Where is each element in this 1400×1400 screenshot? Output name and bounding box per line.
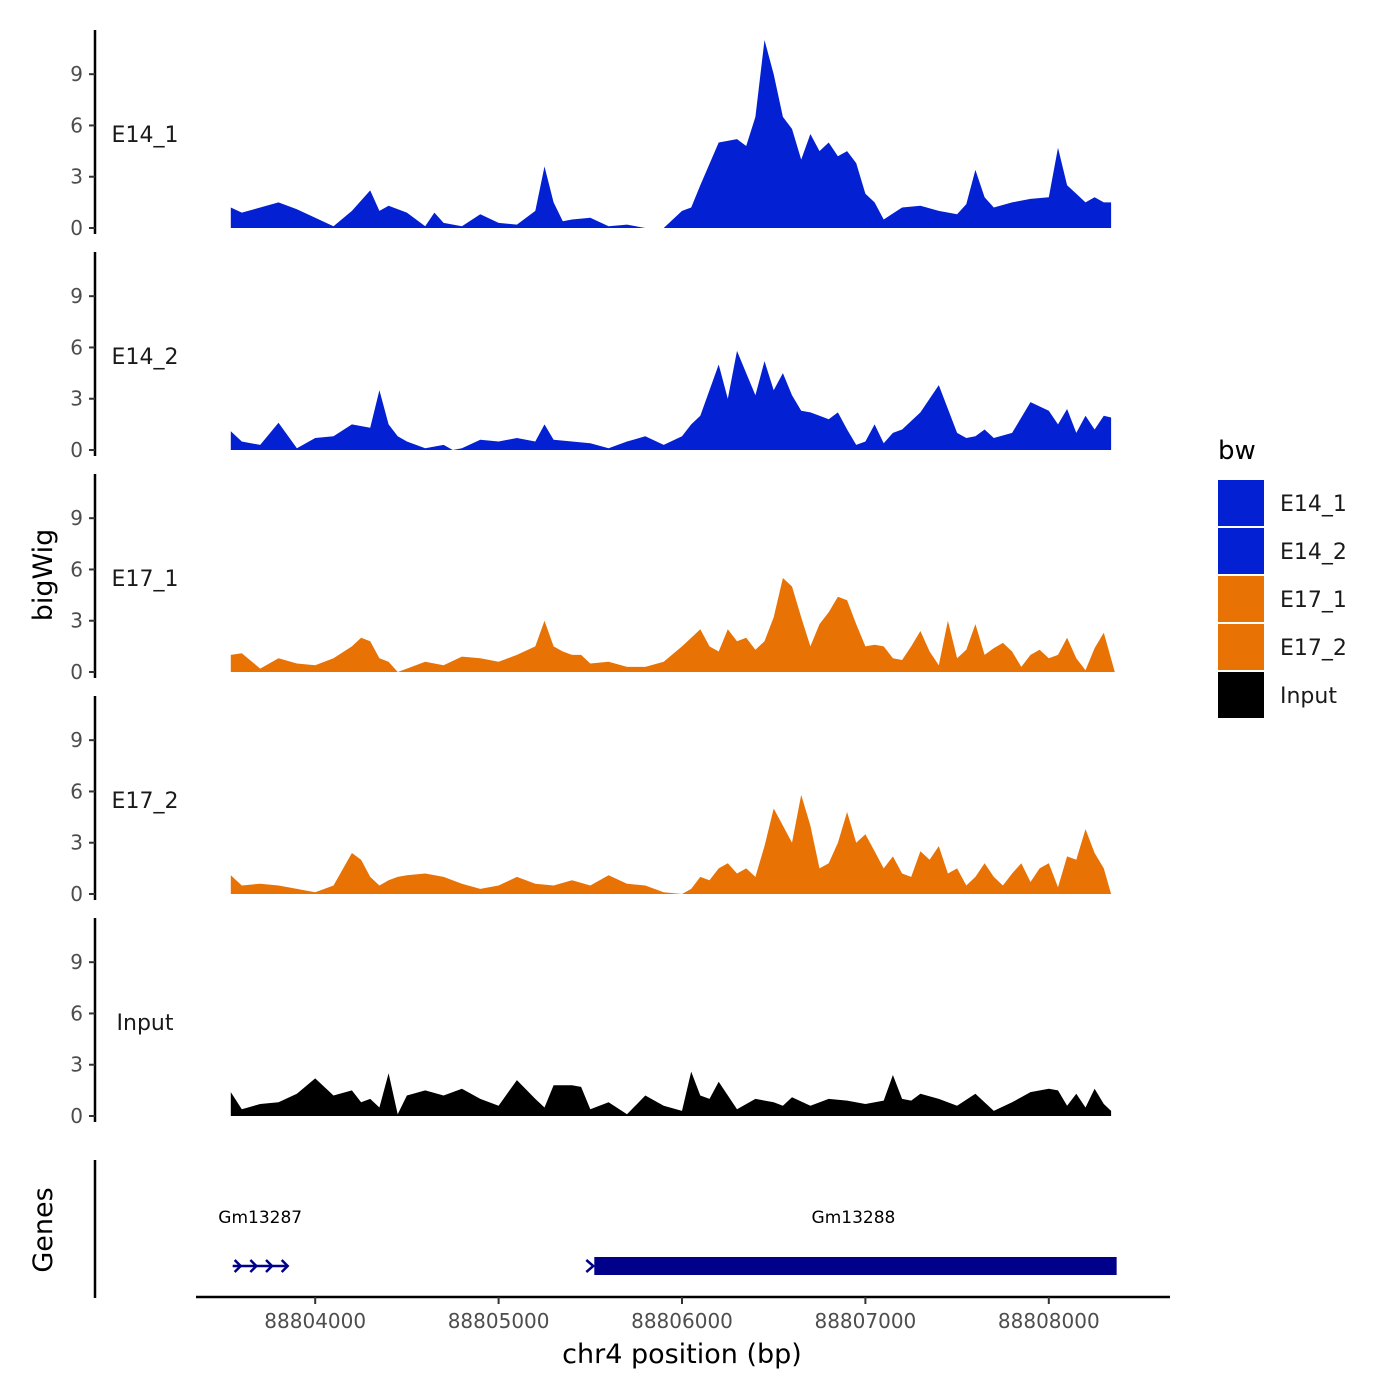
y-tick-label: 0 — [70, 660, 83, 684]
y-tick-label: 3 — [70, 165, 83, 189]
strand-arrow — [249, 1259, 259, 1273]
coverage-area-E17_1 — [230, 578, 1115, 672]
track-label: E14_2 — [112, 345, 179, 370]
y-axis-title: bigWig — [28, 529, 59, 622]
y-tick-label: 9 — [70, 728, 83, 752]
genes-axis-title: Genes — [28, 1187, 59, 1272]
legend-swatch — [1218, 672, 1264, 718]
genes-layer: Gm13287 Gm13288 — [93, 1160, 1117, 1298]
x-axis-title: chr4 position (bp) — [562, 1339, 802, 1370]
y-tick-label: 6 — [70, 779, 83, 803]
strand-arrow — [265, 1259, 274, 1273]
y-tick-label: 6 — [70, 113, 83, 137]
gene-body — [594, 1257, 1117, 1275]
track-label: E17_2 — [112, 789, 179, 814]
legend: bw E14_1 E14_2 E17_1 E17_2 Input — [1218, 436, 1347, 718]
legend-label: E14_1 — [1280, 492, 1347, 517]
x-tick-label: 88807000 — [814, 1309, 916, 1333]
gene-Gm13288: Gm13288 — [585, 1208, 1117, 1275]
legend-label: E17_2 — [1280, 636, 1347, 661]
track-E17_2: 0 3 6 9 E17_2 — [70, 696, 1112, 906]
y-tick-label: 9 — [70, 284, 83, 308]
y-tick-label: 0 — [70, 216, 83, 240]
coverage-area-Input — [230, 1071, 1112, 1116]
legend-swatch — [1218, 576, 1264, 622]
y-tick-label: 9 — [70, 950, 83, 974]
legend-swatch — [1218, 528, 1264, 574]
legend-swatch — [1218, 624, 1264, 670]
track-E14_1: 0 3 6 9 E14_1 — [70, 30, 1112, 240]
legend-label: Input — [1280, 684, 1337, 709]
legend-label: E17_1 — [1280, 588, 1347, 613]
x-axis: 88804000 88805000 88806000 88807000 88808000 — [196, 1295, 1170, 1333]
y-tick-label: 3 — [70, 831, 83, 855]
y-tick-label: 0 — [70, 882, 83, 906]
legend-title: bw — [1218, 436, 1256, 466]
y-tick-label: 6 — [70, 335, 83, 359]
gene-Gm13287: Gm13287 — [218, 1208, 302, 1273]
x-tick-label: 88808000 — [998, 1309, 1100, 1333]
x-tick-label: 88804000 — [264, 1309, 366, 1333]
coverage-area-E17_2 — [230, 794, 1112, 894]
gene-label: Gm13287 — [218, 1208, 302, 1228]
y-tick-label: 3 — [70, 387, 83, 411]
strand-arrow — [280, 1259, 290, 1273]
strand-arrow — [585, 1259, 596, 1273]
y-tick-label: 9 — [70, 506, 83, 530]
gene-label: Gm13288 — [812, 1208, 896, 1228]
y-tick-label: 0 — [70, 1104, 83, 1128]
x-tick-label: 88805000 — [448, 1309, 550, 1333]
coverage-area-E14_2 — [230, 350, 1112, 450]
track-label: E17_1 — [112, 567, 179, 592]
track-label: E14_1 — [112, 123, 179, 148]
y-tick-label: 3 — [70, 1053, 83, 1077]
coverage-area-E14_1 — [230, 40, 1112, 228]
legend-label: E14_2 — [1280, 540, 1347, 565]
y-tick-label: 9 — [70, 62, 83, 86]
y-tick-label: 0 — [70, 438, 83, 462]
y-tick-label: 6 — [70, 1001, 83, 1025]
track-E14_2: 0 3 6 9 E14_2 — [70, 252, 1112, 462]
legend-swatch — [1218, 480, 1264, 526]
track-Input: 0 3 6 9 Input — [70, 918, 1112, 1128]
track-label: Input — [117, 1011, 174, 1036]
tracks-layer: 0 3 6 9 E14_1 0 3 6 9 E14_2 0 3 6 9 E17_1 0 3 6 9 E17_2 0 3 6 9… — [70, 30, 1115, 1128]
strand-arrow — [233, 1259, 243, 1273]
track-E17_1: 0 3 6 9 E17_1 — [70, 474, 1115, 684]
x-tick-label: 88806000 — [631, 1309, 733, 1333]
y-tick-label: 6 — [70, 557, 83, 581]
y-tick-label: 3 — [70, 609, 83, 633]
